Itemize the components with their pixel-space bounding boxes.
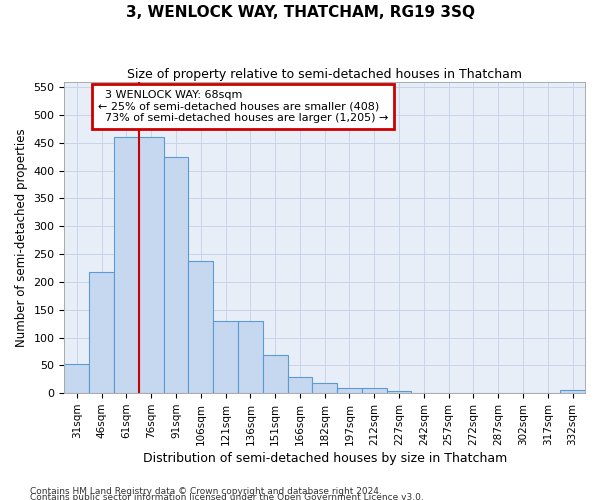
Bar [238, 321, 263, 393]
Bar [64, 364, 89, 393]
Bar [287, 377, 313, 393]
Bar [337, 388, 362, 393]
Bar [313, 383, 337, 393]
Text: Contains public sector information licensed under the Open Government Licence v3: Contains public sector information licen… [30, 494, 424, 500]
Bar [213, 321, 238, 393]
Bar [139, 138, 164, 393]
Title: Size of property relative to semi-detached houses in Thatcham: Size of property relative to semi-detach… [127, 68, 522, 80]
X-axis label: Distribution of semi-detached houses by size in Thatcham: Distribution of semi-detached houses by … [143, 452, 507, 465]
Bar [263, 356, 287, 393]
Y-axis label: Number of semi-detached properties: Number of semi-detached properties [15, 128, 28, 347]
Text: Contains HM Land Registry data © Crown copyright and database right 2024.: Contains HM Land Registry data © Crown c… [30, 487, 382, 496]
Bar [188, 261, 213, 393]
Text: 3, WENLOCK WAY, THATCHAM, RG19 3SQ: 3, WENLOCK WAY, THATCHAM, RG19 3SQ [125, 5, 475, 20]
Bar [362, 388, 386, 393]
Bar [560, 390, 585, 393]
Bar [89, 272, 114, 393]
Text: 3 WENLOCK WAY: 68sqm
← 25% of semi-detached houses are smaller (408)
  73% of se: 3 WENLOCK WAY: 68sqm ← 25% of semi-detac… [98, 90, 388, 123]
Bar [386, 391, 412, 393]
Bar [114, 138, 139, 393]
Bar [164, 157, 188, 393]
